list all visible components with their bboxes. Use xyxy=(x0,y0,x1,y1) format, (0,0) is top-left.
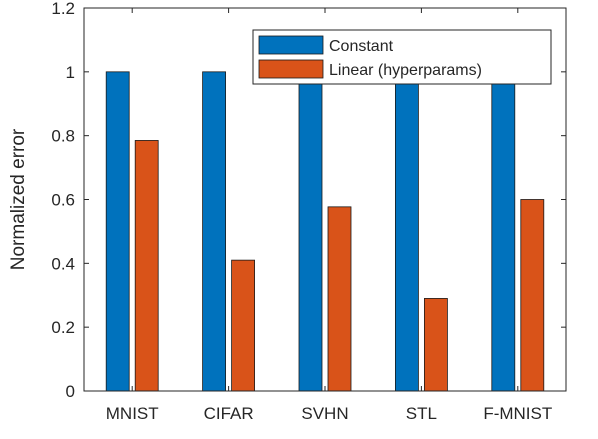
y-tick-label: 1 xyxy=(66,63,75,82)
legend-swatch xyxy=(258,59,324,79)
bar-constant-f-mnist xyxy=(491,71,516,392)
y-axis-label: Normalized error xyxy=(8,128,29,270)
legend-label: Constant xyxy=(329,38,394,55)
legend: Constant Linear (hyperparams) xyxy=(252,29,552,85)
y-tick-label: 0 xyxy=(66,382,75,401)
bar-linear-hyperparams-f-mnist xyxy=(520,199,545,392)
bar-constant-mnist xyxy=(105,71,130,392)
bars-layer xyxy=(105,71,545,392)
bar-linear-hyperparams-mnist xyxy=(134,140,159,392)
ticks-layer: 0 0.2 0.4 0.6 0.8 1 1.2 MNIST CIFAR SVHN STL F-MNIS… xyxy=(51,0,566,423)
y-tick-label: 1.2 xyxy=(51,0,75,18)
legend-label: Linear (hyperparams) xyxy=(329,62,482,79)
y-axis-label-group: Normalized error xyxy=(8,128,29,270)
x-tick-label-mnist: MNIST xyxy=(106,404,159,423)
x-tick-label-cifar: CIFAR xyxy=(204,404,254,423)
y-tick-label: 0.8 xyxy=(51,127,75,146)
bar-constant-stl xyxy=(394,71,419,392)
legend-swatch xyxy=(258,35,324,55)
bar-linear-hyperparams-svhn xyxy=(327,206,352,392)
y-tick-label: 0.6 xyxy=(51,191,75,210)
x-tick-label-stl: STL xyxy=(406,404,437,423)
bar-constant-cifar xyxy=(202,71,227,392)
bar-linear-hyperparams-stl xyxy=(423,298,448,392)
bar-constant-svhn xyxy=(298,71,323,392)
bar-linear-hyperparams-cifar xyxy=(231,259,256,392)
x-tick-label-f-mnist: F-MNIST xyxy=(483,404,552,423)
y-tick-label: 0.2 xyxy=(51,318,75,337)
y-tick-label: 0.4 xyxy=(51,254,75,273)
x-tick-label-svhn: SVHN xyxy=(301,404,348,423)
